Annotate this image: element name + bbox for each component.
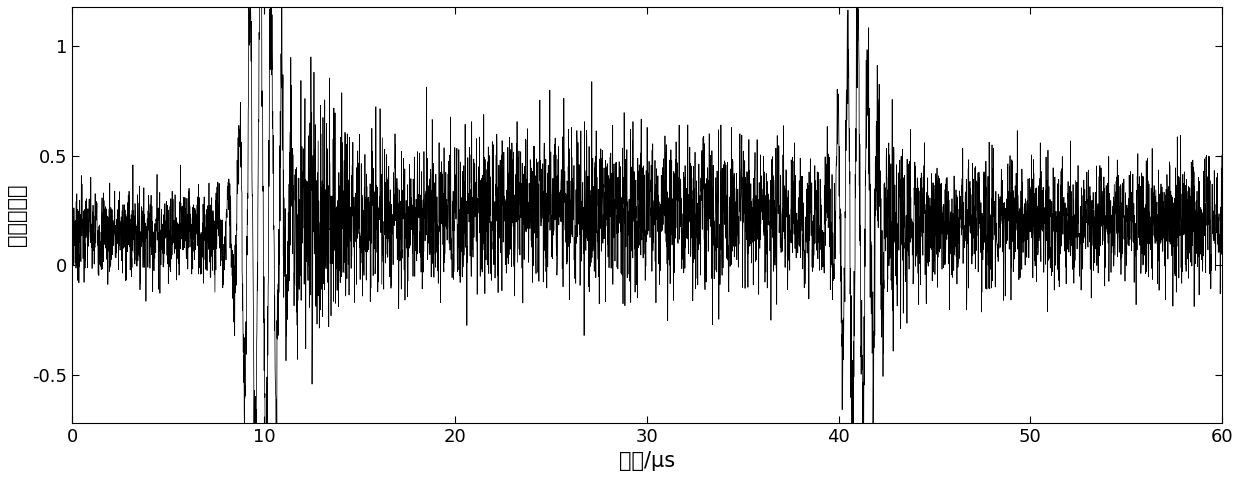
- X-axis label: 时间/μs: 时间/μs: [619, 451, 675, 471]
- Y-axis label: 归一化幅值: 归一化幅值: [7, 184, 27, 246]
